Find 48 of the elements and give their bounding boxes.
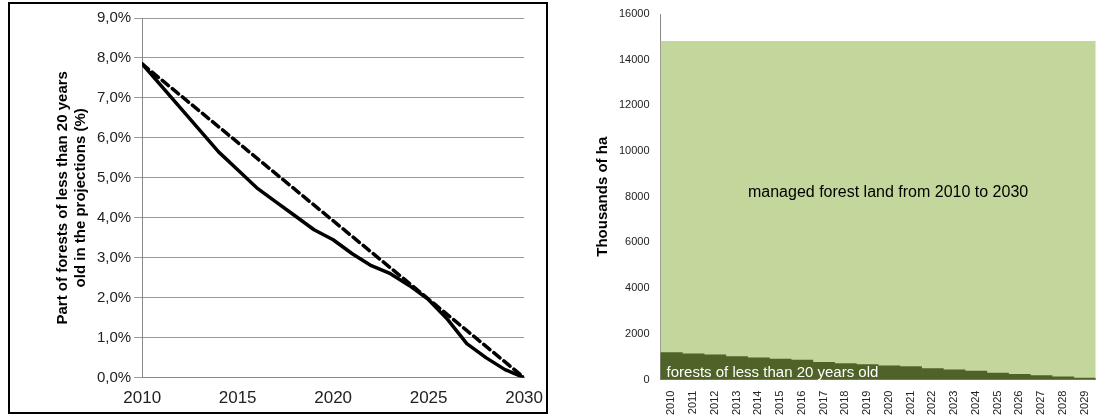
x-tick-label: 2020 <box>314 388 353 408</box>
series-label: managed forest land from 2010 to 2030 <box>747 182 1029 200</box>
y-tick-label: 14000 <box>618 52 650 65</box>
x-tick-label: 2010 <box>123 388 162 408</box>
x-tick-label: 2014 <box>751 390 764 416</box>
y-tick-label: 0 <box>643 372 650 385</box>
x-tick-label: 2025 <box>990 390 1003 416</box>
x-tick-label: 2011 <box>686 390 699 415</box>
x-tick-label: 2025 <box>409 388 448 408</box>
y-tick-label: 0,0% <box>96 367 132 385</box>
y-tick-label: 6,0% <box>96 128 132 146</box>
y-tick-label: 16000 <box>618 7 650 20</box>
y-tick-label: 4000 <box>625 281 650 294</box>
x-tick-label: 2027 <box>1034 390 1047 416</box>
x-tick-label: 2022 <box>925 390 938 416</box>
x-tick-label: 2028 <box>1055 390 1068 416</box>
x-tick-label: 2015 <box>773 390 786 416</box>
y-tick-label: 8,0% <box>96 48 132 66</box>
x-tick-label: 2024 <box>968 390 981 416</box>
x-tick-label: 2012 <box>707 390 720 416</box>
series-label: forests of less than 20 years old <box>666 362 879 380</box>
y-tick-label: 6000 <box>625 235 650 248</box>
x-tick-label: 2030 <box>505 388 543 408</box>
x-tick-label: 2021 <box>903 390 916 416</box>
y-tick-label: 10000 <box>618 144 650 157</box>
x-tick-label: 2013 <box>729 390 742 416</box>
x-tick-label: 2019 <box>860 390 873 416</box>
y-tick-label: 7,0% <box>96 88 132 106</box>
y-tick-label: 12000 <box>618 98 650 111</box>
x-tick-label: 2026 <box>1012 390 1025 416</box>
x-tick-label: 2029 <box>1077 390 1090 416</box>
x-tick-label: 2023 <box>947 390 960 416</box>
y-tick-label: 2,0% <box>96 287 132 305</box>
y-axis-title: Part of forests of less than 20 years old in the projections (%) <box>53 71 89 325</box>
y-tick-label: 9,0% <box>96 8 132 26</box>
y-tick-label: 1,0% <box>96 327 132 345</box>
y-tick-label: 4,0% <box>96 207 132 225</box>
y-tick-label: 5,0% <box>96 167 132 185</box>
x-tick-label: 2018 <box>838 390 851 416</box>
y-tick-label: 2000 <box>625 326 650 339</box>
x-tick-label: 2015 <box>218 388 257 408</box>
x-tick-label: 2016 <box>794 390 807 416</box>
y-axis-title: Thousands of ha <box>593 136 611 257</box>
y-tick-label: 8000 <box>625 189 650 202</box>
x-tick-label: 2017 <box>816 390 829 416</box>
x-tick-label: 2010 <box>664 390 677 416</box>
x-tick-label: 2020 <box>881 390 894 416</box>
y-tick-label: 3,0% <box>96 247 132 265</box>
